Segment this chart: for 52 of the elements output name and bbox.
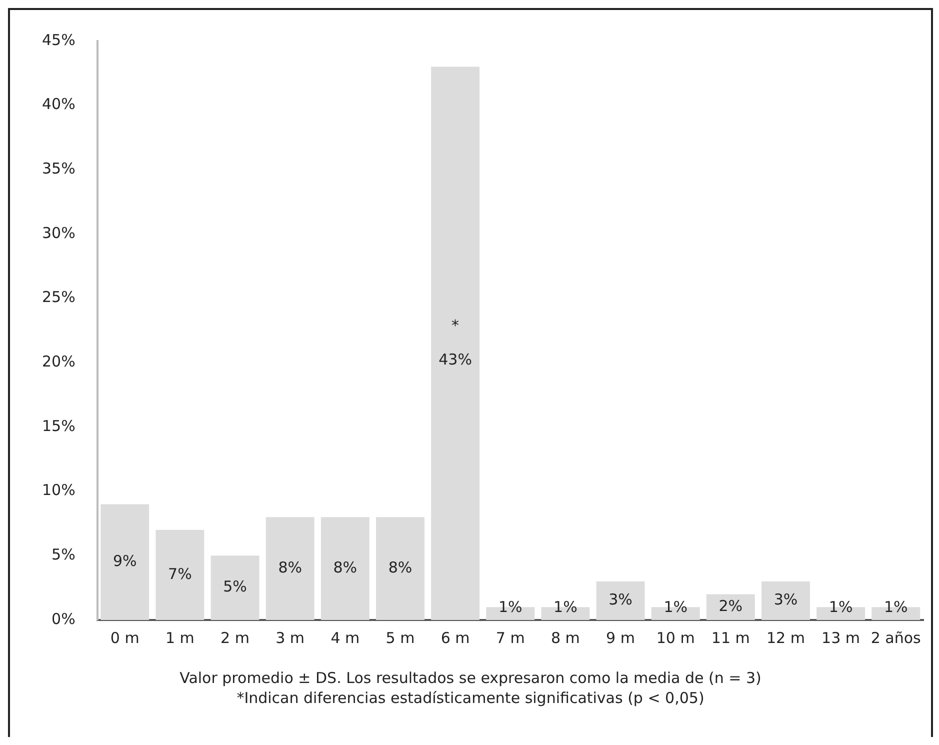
x-tick-label: 8 m	[550, 628, 580, 647]
bar	[210, 556, 260, 620]
x-tick-label: 9 m	[606, 628, 635, 647]
bar	[100, 504, 150, 620]
x-tick-label: 3 m	[276, 628, 305, 647]
data-label: 8%	[388, 558, 412, 576]
bar	[266, 517, 314, 620]
bar	[376, 517, 424, 620]
data-label: 2%	[718, 597, 743, 616]
data-label: * 43%	[438, 316, 472, 368]
x-tick-label: 12 m	[766, 628, 805, 647]
text: *Indican diferencias estadísticamente significativas (p < 0,05)	[236, 688, 706, 708]
y-tick-label: 35%	[42, 160, 76, 178]
bar	[320, 517, 370, 620]
data-label: 3%	[774, 590, 798, 609]
data-label: 1%	[884, 598, 908, 616]
x-tick-label: 2 m	[220, 628, 250, 647]
x-tick-label: 4 m	[330, 628, 360, 647]
data-label: 1%	[664, 598, 688, 616]
bar	[706, 594, 755, 620]
data-label: 9%	[112, 552, 137, 570]
y-tick-label: 10%	[42, 481, 76, 500]
x-tick-label: 11 m	[711, 628, 750, 647]
x-tick-label: 1 m	[165, 628, 194, 647]
data-label: 5%	[223, 578, 247, 596]
text: Valor promedio ± DS. Los resultados se expresaron como la media de (n = 3)	[178, 668, 762, 688]
bar	[431, 66, 480, 620]
data-label: 8%	[278, 558, 302, 576]
data-label: 3%	[608, 590, 632, 609]
x-tick-label: 0 m	[110, 628, 140, 647]
bar	[596, 581, 645, 620]
y-tick-label: 15%	[42, 416, 76, 435]
y-tick-label: 5%	[52, 546, 76, 564]
x-tick-label: 7 m	[496, 628, 525, 647]
x-tick-label: 6 m	[440, 628, 470, 647]
x-tick-label: 5 m	[386, 628, 415, 647]
y-tick-label: 25%	[42, 288, 76, 306]
bar	[761, 581, 810, 620]
bar	[156, 530, 204, 620]
y-tick-label: 40%	[42, 95, 76, 114]
data-label: 7%	[168, 564, 192, 583]
data-label: 8%	[333, 558, 358, 576]
y-tick-label: 45%	[42, 30, 76, 49]
y-tick-label: 0%	[52, 610, 76, 628]
x-tick-label: 10 m	[656, 628, 695, 647]
data-label: 1%	[498, 598, 522, 616]
x-tick-label: 13 m	[822, 628, 860, 647]
data-label: 1%	[828, 598, 853, 616]
y-tick-label: 30%	[42, 224, 76, 242]
x-tick-label: 2 años	[870, 628, 922, 647]
data-label: 1%	[554, 598, 578, 616]
y-tick-label: 20%	[42, 352, 76, 371]
